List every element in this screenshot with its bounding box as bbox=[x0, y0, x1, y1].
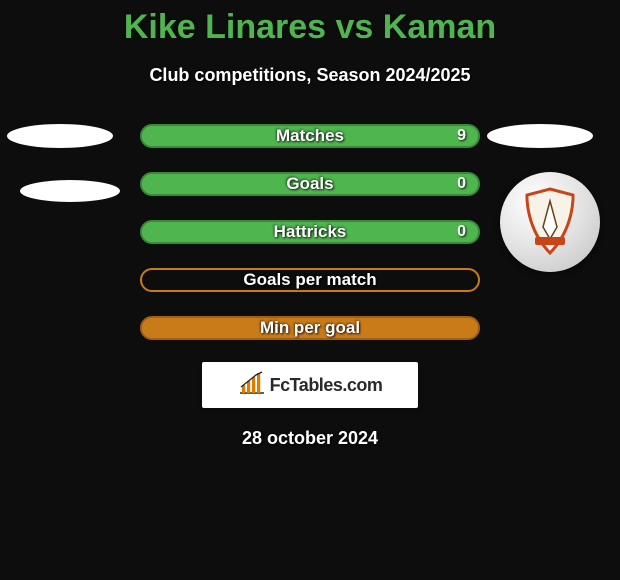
stat-bar: Min per goal bbox=[140, 316, 480, 340]
stat-bar: Goals per match bbox=[140, 268, 480, 292]
stat-label: Min per goal bbox=[260, 318, 360, 338]
decor-ellipse-top-right bbox=[487, 124, 593, 148]
fctables-logo[interactable]: FcTables.com bbox=[202, 362, 418, 408]
bar-chart-icon bbox=[238, 371, 266, 400]
stat-bar: Hattricks 0 bbox=[140, 220, 480, 244]
logo-text: FcTables.com bbox=[270, 375, 383, 396]
decor-ellipse-top-left bbox=[7, 124, 113, 148]
footer-date: 28 october 2024 bbox=[0, 428, 620, 449]
stat-label: Matches bbox=[276, 126, 344, 146]
decor-ellipse-mid-left bbox=[20, 180, 120, 202]
shield-icon bbox=[521, 187, 579, 257]
page-subtitle: Club competitions, Season 2024/2025 bbox=[0, 65, 620, 86]
stat-value-right: 9 bbox=[457, 127, 466, 145]
stat-label: Goals per match bbox=[243, 270, 376, 290]
club-badge-right bbox=[500, 172, 600, 272]
stat-value-right: 0 bbox=[457, 223, 466, 241]
stat-bar: Goals 0 bbox=[140, 172, 480, 196]
stat-bar: Matches 9 bbox=[140, 124, 480, 148]
stat-value-right: 0 bbox=[457, 175, 466, 193]
stat-label: Goals bbox=[286, 174, 333, 194]
page-title: Kike Linares vs Kaman bbox=[0, 0, 620, 47]
stat-label: Hattricks bbox=[274, 222, 347, 242]
